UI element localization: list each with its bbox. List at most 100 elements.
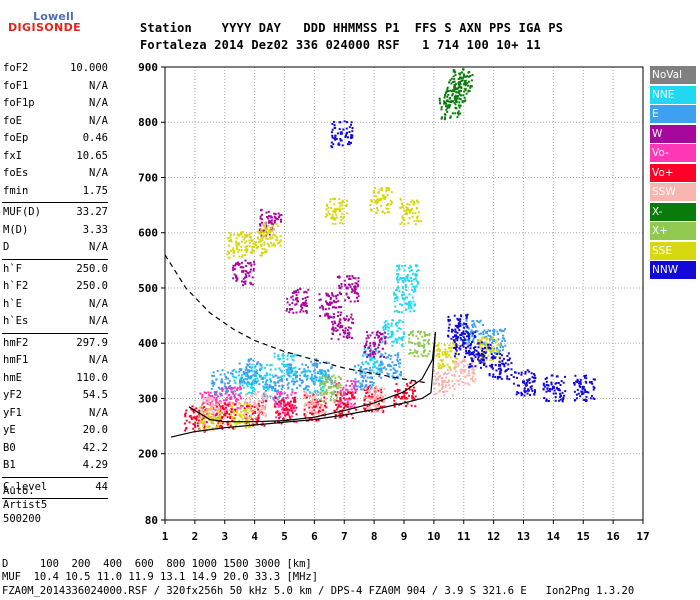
data-point bbox=[239, 233, 242, 236]
data-point bbox=[341, 388, 344, 391]
data-point bbox=[185, 426, 188, 429]
param-name: MUF(D) bbox=[3, 206, 41, 218]
data-point bbox=[250, 385, 253, 388]
data-point bbox=[401, 203, 404, 206]
data-point bbox=[416, 219, 419, 222]
data-point bbox=[375, 195, 378, 198]
data-point bbox=[232, 387, 235, 390]
data-point bbox=[279, 369, 282, 372]
data-point bbox=[232, 266, 235, 269]
data-point bbox=[376, 207, 378, 209]
data-point bbox=[448, 354, 451, 357]
data-point bbox=[454, 352, 457, 355]
data-point bbox=[290, 407, 293, 410]
data-point bbox=[211, 421, 214, 424]
data-point bbox=[312, 401, 315, 404]
data-point bbox=[556, 375, 559, 378]
data-point bbox=[350, 123, 352, 126]
data-point bbox=[438, 355, 441, 358]
data-point bbox=[385, 204, 388, 207]
data-point bbox=[287, 363, 290, 366]
data-point bbox=[341, 201, 344, 204]
data-point bbox=[381, 189, 383, 192]
data-point bbox=[266, 364, 269, 366]
data-point bbox=[208, 416, 212, 420]
data-point bbox=[410, 381, 413, 384]
data-point bbox=[365, 367, 368, 370]
data-point bbox=[217, 386, 220, 389]
data-point bbox=[250, 369, 253, 372]
data-point bbox=[313, 395, 316, 397]
data-point bbox=[379, 370, 381, 373]
data-point bbox=[353, 368, 355, 371]
data-point bbox=[199, 428, 201, 431]
data-point bbox=[211, 408, 214, 411]
data-point bbox=[473, 372, 476, 375]
param-row: B0 42.2 bbox=[2, 440, 108, 458]
data-point bbox=[348, 333, 351, 336]
data-point bbox=[489, 364, 492, 367]
data-point bbox=[338, 198, 341, 201]
data-point bbox=[341, 204, 344, 207]
data-point bbox=[306, 296, 309, 298]
data-point bbox=[380, 387, 383, 389]
data-point bbox=[471, 361, 474, 364]
data-point bbox=[211, 400, 214, 403]
data-point bbox=[265, 394, 268, 397]
data-point bbox=[401, 216, 404, 219]
data-point bbox=[408, 388, 411, 391]
data-point bbox=[310, 401, 313, 403]
data-point bbox=[200, 417, 203, 420]
data-point bbox=[446, 86, 449, 89]
data-point bbox=[332, 299, 335, 302]
data-point bbox=[406, 384, 409, 387]
data-point bbox=[469, 86, 472, 89]
data-point bbox=[369, 347, 372, 350]
data-point bbox=[408, 334, 410, 336]
data-point bbox=[329, 301, 331, 304]
data-point bbox=[495, 369, 498, 372]
data-point bbox=[306, 370, 309, 373]
x-tick-label: 7 bbox=[341, 530, 348, 543]
data-point bbox=[397, 377, 400, 380]
data-point bbox=[340, 412, 343, 415]
data-point bbox=[200, 406, 203, 409]
data-point bbox=[524, 391, 527, 394]
data-point bbox=[374, 405, 377, 408]
data-point bbox=[249, 391, 252, 394]
data-point bbox=[309, 412, 312, 415]
data-point bbox=[291, 370, 294, 373]
data-point bbox=[447, 335, 450, 338]
data-point bbox=[204, 409, 207, 412]
data-point bbox=[268, 231, 272, 235]
data-point bbox=[328, 307, 331, 310]
data-point bbox=[421, 344, 424, 347]
data-point bbox=[453, 341, 456, 344]
data-point bbox=[528, 370, 531, 373]
data-point bbox=[337, 323, 340, 326]
data-point bbox=[285, 413, 288, 416]
data-point bbox=[331, 375, 333, 378]
data-point bbox=[219, 424, 222, 427]
data-point bbox=[445, 108, 448, 111]
data-point bbox=[413, 351, 416, 354]
data-point bbox=[455, 337, 458, 340]
data-point bbox=[245, 275, 248, 277]
data-point bbox=[422, 339, 425, 342]
data-point bbox=[246, 245, 249, 248]
data-point bbox=[304, 370, 307, 373]
data-point bbox=[338, 320, 341, 323]
data-point bbox=[480, 341, 483, 344]
data-point bbox=[228, 413, 231, 416]
data-point bbox=[478, 339, 480, 342]
data-point bbox=[336, 393, 339, 396]
data-point bbox=[291, 411, 294, 414]
data-point bbox=[444, 101, 447, 104]
data-point bbox=[400, 371, 402, 373]
data-point bbox=[201, 420, 204, 423]
data-point bbox=[545, 390, 548, 393]
data-point bbox=[414, 405, 417, 408]
data-point bbox=[383, 196, 386, 199]
data-point bbox=[234, 390, 237, 393]
data-point bbox=[263, 395, 266, 398]
